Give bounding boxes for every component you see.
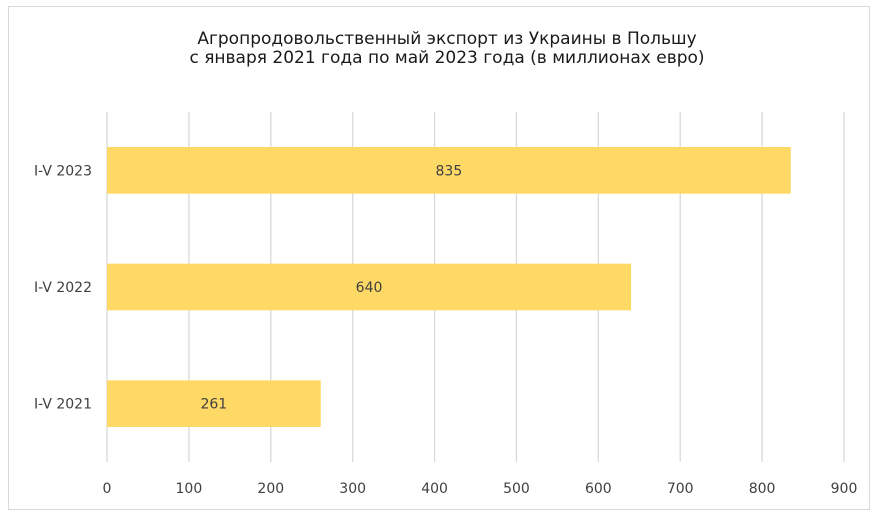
- x-tick-label-600: 600: [585, 481, 612, 497]
- chart-title: Агропродовольственный экспорт из Украины…: [0, 30, 894, 68]
- x-tick-labels: 0 100 200 300 400 500 600 700 800 900: [103, 481, 858, 497]
- chart-title-line-2: с января 2021 года по май 2023 года (в м…: [189, 48, 705, 68]
- data-label-i-v-2022: 640: [356, 280, 383, 296]
- category-label-i-v-2023: I-V 2023: [34, 163, 92, 179]
- category-label-i-v-2022: I-V 2022: [34, 280, 92, 296]
- bar-i-v-2023: [107, 147, 791, 194]
- category-label-i-v-2021: I-V 2021: [34, 397, 92, 413]
- x-tick-label-300: 300: [339, 481, 366, 497]
- x-tick-label-100: 100: [176, 481, 203, 497]
- bar-i-v-2021: [107, 380, 321, 427]
- x-tick-label-700: 700: [667, 481, 694, 497]
- x-tick-label-400: 400: [421, 481, 448, 497]
- category-labels: I-V 2023 I-V 2022 I-V 2021: [34, 163, 92, 412]
- x-tick-label-800: 800: [749, 481, 776, 497]
- x-tick-label-0: 0: [103, 481, 112, 497]
- data-label-i-v-2023: 835: [436, 163, 463, 179]
- bars: 835 640 261: [107, 147, 791, 427]
- bar-i-v-2022: [107, 263, 632, 311]
- x-tick-label-900: 900: [831, 481, 858, 497]
- chart-title-line-1: Агропродовольственный экспорт из Украины…: [197, 29, 697, 49]
- data-label-i-v-2021: 261: [200, 397, 227, 413]
- x-tick-label-500: 500: [503, 481, 530, 497]
- x-tick-label-200: 200: [257, 481, 284, 497]
